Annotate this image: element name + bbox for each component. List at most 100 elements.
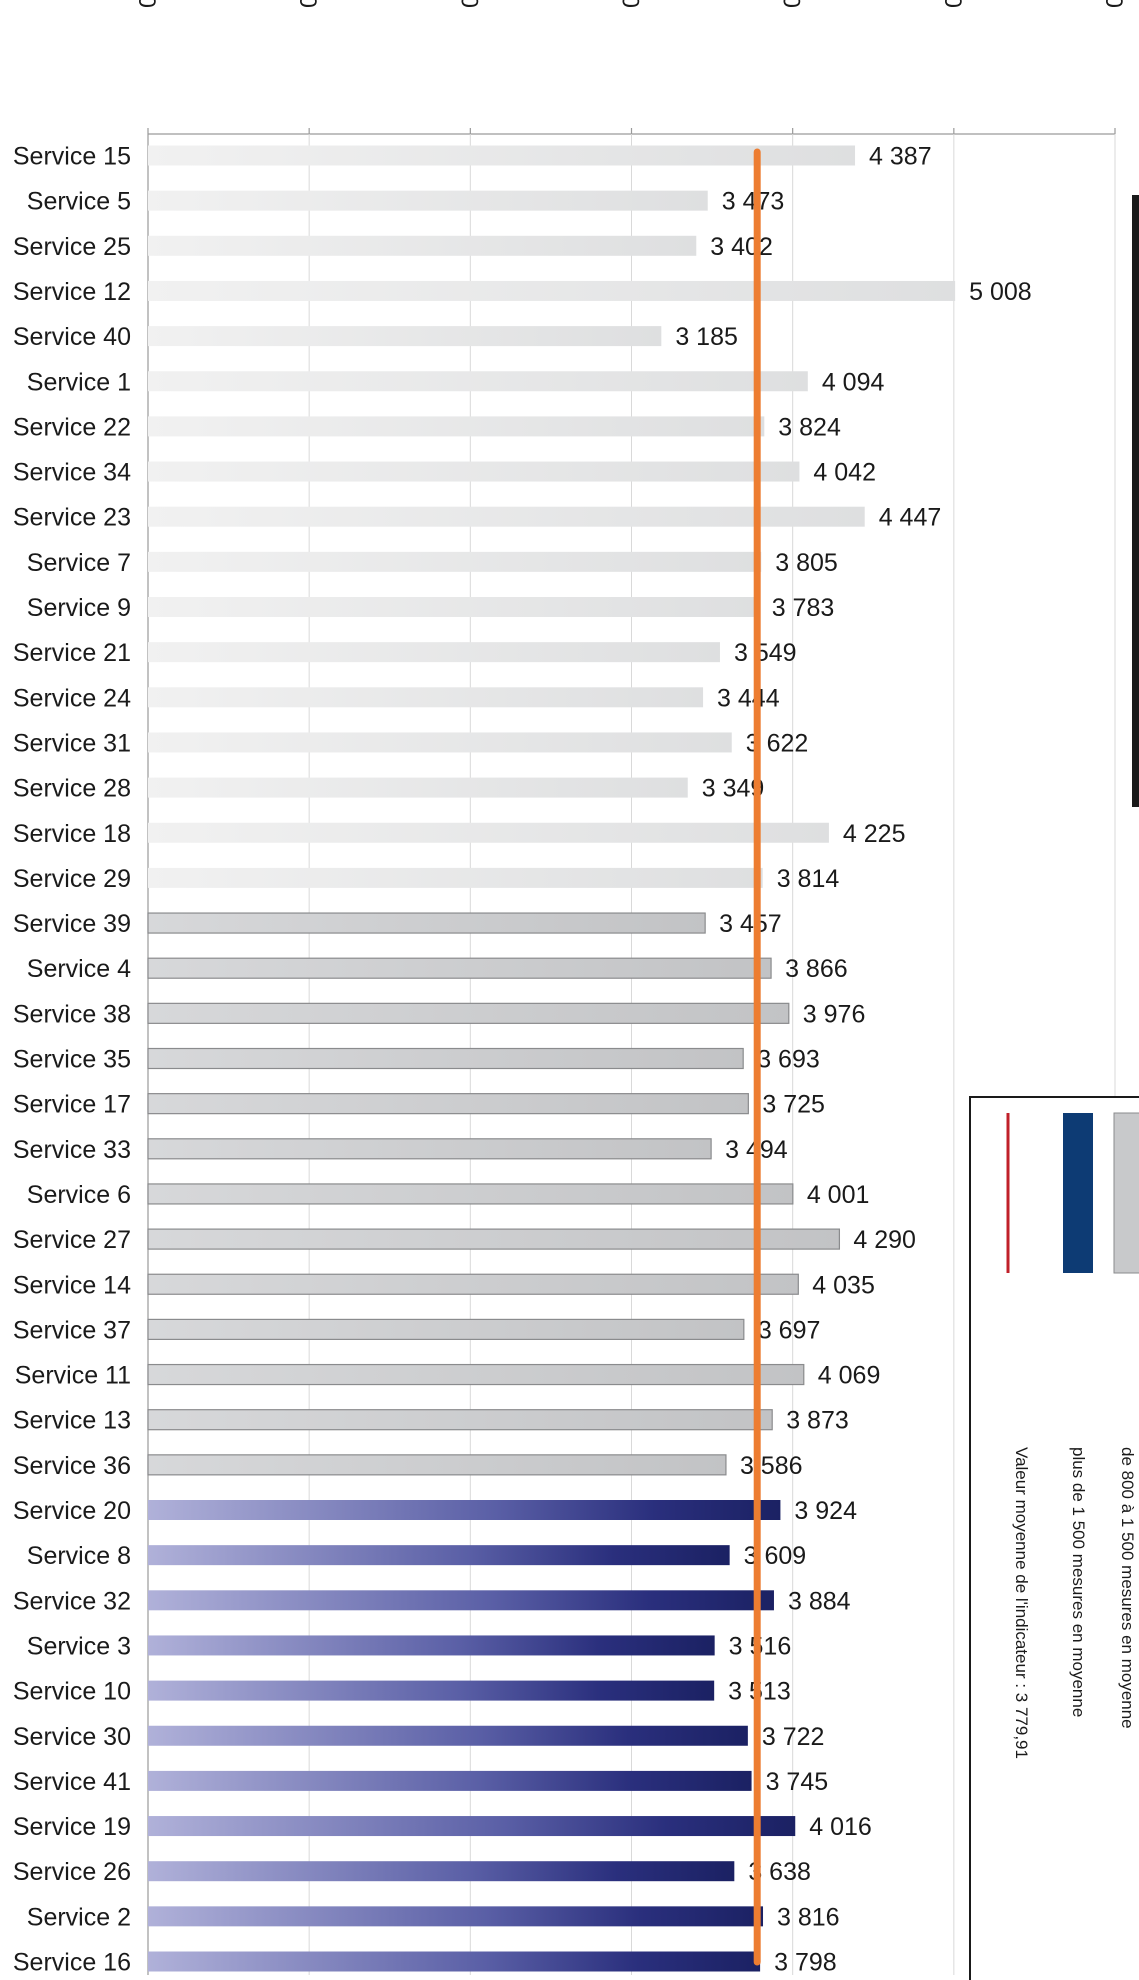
bar	[148, 506, 865, 527]
category-label: Service 29	[13, 865, 131, 893]
bar	[148, 867, 763, 888]
data-label: 3 745	[766, 1768, 829, 1796]
bar	[147, 1228, 841, 1250]
category-label: Service 33	[13, 1136, 131, 1164]
legend-label: plus de 1 500 mesures en moyenne	[1069, 1447, 1088, 1717]
data-label: 3 549	[734, 639, 797, 667]
category-label: Service 41	[13, 1768, 131, 1796]
bar	[147, 1273, 799, 1295]
category-label: Service 4	[27, 955, 131, 983]
data-label: 4 042	[813, 459, 876, 487]
data-label: 3 805	[775, 549, 838, 577]
data-label: 3 814	[777, 865, 840, 893]
bar	[148, 1906, 764, 1927]
bar	[148, 732, 732, 753]
legend-swatch-grey	[1113, 1112, 1139, 1274]
data-label: 4 035	[812, 1271, 875, 1299]
tick-label: 0,00	[133, 0, 160, 8]
data-label: 3 976	[803, 1000, 866, 1028]
data-label: 4 094	[822, 368, 885, 396]
category-label: Service 13	[13, 1407, 131, 1435]
category-label: Service 37	[13, 1316, 131, 1344]
category-label: Service 35	[13, 1046, 131, 1074]
tick-label: 5 000,00	[939, 0, 966, 8]
data-label: 3 924	[794, 1497, 857, 1525]
category-label: Service 36	[13, 1452, 131, 1480]
bar	[148, 687, 704, 708]
data-label: 3 816	[777, 1903, 840, 1931]
bar	[148, 777, 688, 798]
bar	[148, 1816, 796, 1837]
bar	[147, 1093, 749, 1115]
category-label: Service 39	[13, 910, 131, 938]
category-label: Service 14	[13, 1271, 131, 1299]
tick-label: 1 000,00	[294, 0, 321, 8]
data-label: 4 016	[809, 1813, 872, 1841]
bar	[148, 597, 758, 617]
bar	[148, 1635, 715, 1656]
category-label: Service 38	[13, 1000, 131, 1028]
bar	[148, 461, 800, 482]
bar	[148, 145, 856, 166]
tick-label: 6 000,00	[1100, 0, 1127, 8]
data-label: 4 225	[843, 820, 906, 848]
data-label: 4 001	[807, 1181, 870, 1209]
bar	[148, 1590, 774, 1611]
data-label: 3 722	[762, 1723, 825, 1751]
data-label: 3 884	[788, 1587, 851, 1615]
data-label: 4 447	[879, 504, 942, 532]
category-label: Service 7	[27, 549, 131, 577]
category-label: Service 26	[13, 1858, 131, 1886]
category-label: Service 31	[13, 729, 131, 757]
category-label: Service 24	[13, 684, 131, 712]
data-label: 3 185	[675, 323, 738, 351]
category-label: Service 10	[13, 1678, 131, 1706]
bars	[147, 145, 956, 1972]
data-label: 3 473	[722, 188, 785, 216]
data-label: 3 873	[786, 1407, 849, 1435]
tick-label: 2 000,00	[455, 0, 482, 8]
data-label: 3 697	[758, 1316, 821, 1344]
bar	[147, 1318, 745, 1341]
data-label: 4 387	[869, 143, 932, 171]
category-label: Service 1	[27, 368, 131, 396]
category-label: Service 11	[15, 1362, 131, 1390]
data-label: 3 824	[778, 413, 841, 441]
bar	[148, 1680, 715, 1701]
bar	[148, 326, 662, 347]
legend: de 800 à 1 500 mesures en moyenne plus de…	[969, 195, 1139, 1980]
bar	[148, 1951, 761, 1972]
data-label: 3 798	[774, 1949, 837, 1977]
data-label: 3 457	[719, 910, 782, 938]
legend-box	[969, 1096, 1139, 1980]
category-label: Service 25	[13, 233, 131, 261]
bar	[148, 1725, 748, 1746]
bar	[148, 1861, 735, 1882]
bar	[147, 1002, 790, 1024]
data-label: 3 866	[785, 955, 848, 983]
data-label: 3 444	[717, 684, 780, 712]
legend-label: Valeur moyenne de l'indicateur : 3 779,9…	[1012, 1447, 1031, 1759]
legend-swatch-blue	[1063, 1113, 1093, 1273]
legend-label: de 800 à 1 500 mesures en moyenne	[1118, 1447, 1137, 1729]
data-label: 3 586	[740, 1452, 803, 1480]
category-label: Service 20	[13, 1497, 131, 1525]
bar	[148, 551, 762, 572]
bar	[147, 1409, 773, 1431]
category-label: Service 22	[13, 413, 131, 441]
bar	[148, 822, 829, 843]
category-label: Service 6	[27, 1181, 131, 1209]
data-label: 4 290	[853, 1226, 916, 1254]
bar	[148, 280, 956, 301]
bar	[148, 235, 697, 256]
bar	[147, 1047, 744, 1070]
category-label: Service 32	[13, 1587, 131, 1615]
bar	[148, 1770, 752, 1791]
bar	[147, 1183, 794, 1205]
bar	[148, 1545, 730, 1566]
category-label: Service 16	[13, 1949, 131, 1977]
bar	[147, 1363, 805, 1386]
bar	[147, 1454, 727, 1476]
category-label: Service 3	[27, 1632, 131, 1660]
